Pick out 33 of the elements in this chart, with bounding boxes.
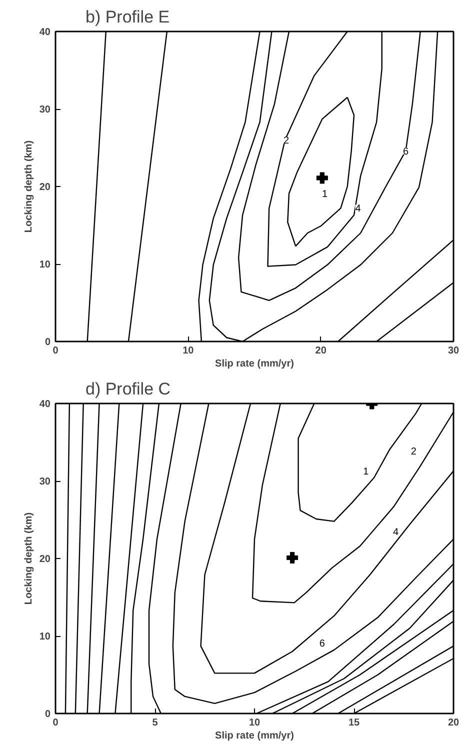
x-axis-title: Slip rate (mm/yr)	[215, 730, 294, 742]
x-tick-label: 20	[315, 346, 327, 356]
annotation: 1	[322, 188, 328, 200]
y-tick-label: 30	[39, 104, 51, 116]
chart-title: d) Profile C	[86, 380, 171, 398]
x-axis-title: Slip rate (mm/yr)	[215, 358, 294, 370]
y-axis-title: Locking depth (km)	[23, 512, 34, 605]
annotation: 4	[355, 204, 362, 215]
x-tick-label: 20	[448, 718, 460, 728]
chart-title: b) Profile E	[86, 8, 170, 26]
y-tick-label: 40	[39, 399, 51, 410]
x-tick-label: 10	[248, 718, 260, 728]
x-tick-label: 0	[52, 718, 59, 728]
annotation: 6	[402, 146, 409, 158]
y-tick-label: 20	[39, 182, 51, 193]
annotation: 6	[319, 638, 326, 650]
y-axis-title: Locking depth (km)	[23, 140, 34, 233]
y-tick-label: 40	[39, 27, 51, 38]
x-tick-label: 30	[448, 346, 460, 356]
annotation: 1	[363, 466, 370, 478]
y-tick-label: 10	[39, 260, 51, 270]
y-tick-label: 10	[39, 632, 51, 642]
x-tick-label: 5	[152, 718, 158, 728]
annotation: 4	[393, 526, 400, 538]
annotation: 2	[284, 136, 290, 146]
y-tick-label: 20	[39, 554, 51, 565]
y-tick-label: 0	[44, 709, 51, 720]
x-tick-label: 10	[182, 346, 194, 356]
annotation: 2	[410, 446, 417, 458]
x-tick-label: 0	[52, 346, 59, 356]
x-tick-label: 15	[348, 718, 360, 728]
y-tick-label: 30	[39, 476, 51, 488]
y-tick-label: 0	[44, 337, 51, 348]
